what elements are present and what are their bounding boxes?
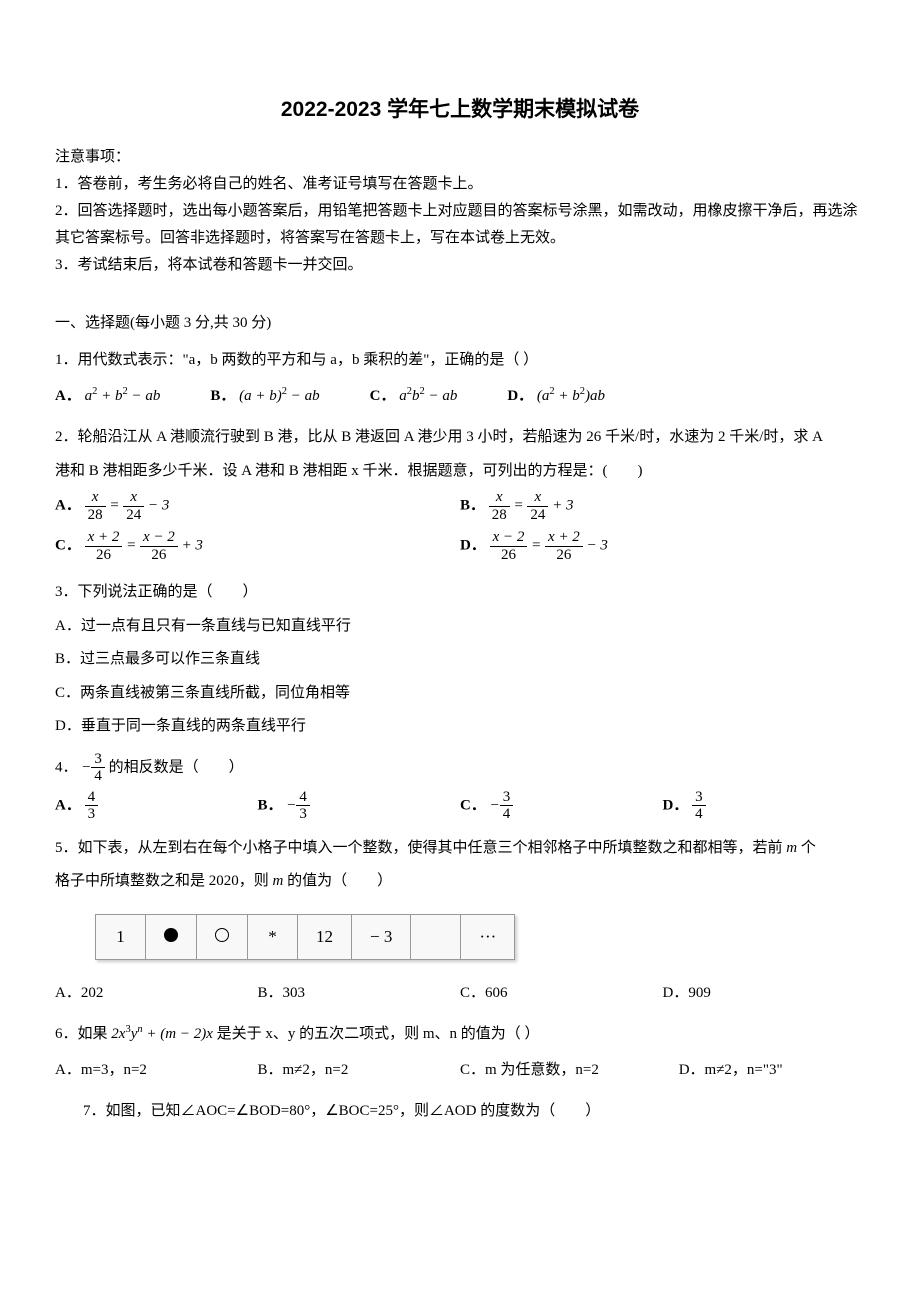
notice-item: 2．回答选择题时，选出每小题答案后，用铅笔把答题卡上对应题目的答案标号涂黑，如需… [55,198,865,252]
q4-post: 的相反数是（ ） [109,759,244,775]
q5-opt-a: A．202 [55,978,258,1010]
q5-opt-c: C．606 [460,978,663,1010]
table-cell: − 3 [352,915,411,959]
opt-label: C． [370,388,396,404]
q6-opt-a: A．m=3，n=2 [55,1055,258,1087]
table-cell: 12 [298,915,352,959]
q5-opt-d: D．909 [663,978,866,1010]
table-cell [411,915,461,959]
q2-opt-d: D． x − 226 = x + 226 − 3 [460,529,865,563]
q6-opt-c: C．m 为任意数，n=2 [460,1055,679,1087]
page-title: 2022-2023 学年七上数学期末模拟试卷 [55,90,865,130]
q6-opt-d: D．m≠2，n="3" [679,1055,865,1087]
opt-label: D． [507,388,533,404]
question-6: 6．如果 2x3yn + (m − 2)x 是关于 x、y 的五次二项式，则 m… [55,1019,865,1086]
q3-opt-c: C．两条直线被第三条直线所截，同位角相等 [55,678,865,710]
math-expr: a2 + b2 − ab [85,388,161,404]
question-4: 4． −34 的相反数是（ ） A． 43 B． −43 C． −34 D． 3… [55,751,865,823]
q3-opt-d: D．垂直于同一条直线的两条直线平行 [55,711,865,743]
equals: = [109,498,123,514]
q1-opt-d: D． (a2 + b2)ab [507,381,655,413]
q3-opt-a: A．过一点有且只有一条直线与已知直线平行 [55,611,865,643]
q1-options: A． a2 + b2 − ab B． (a + b)2 − ab C． a2b2… [55,381,865,413]
math-expr: (a2 + b2)ab [537,388,605,404]
opt-label: C． [55,538,81,554]
opt-label: D． [663,797,689,813]
table-cell [146,915,197,959]
q1-opt-a: A． a2 + b2 − ab [55,381,210,413]
q4-stem: 4． −34 的相反数是（ ） [55,751,865,785]
q1-stem: 1．用代数式表示："a，b 两数的平方和与 a，b 乘积的差"，正确的是（ ） [55,345,865,377]
q6-pre: 6．如果 [55,1026,111,1042]
q5-opt-b: B．303 [258,978,461,1010]
q5-pre1: 5．如下表，从左到右在每个小格子中填入一个整数，使得其中任意三个相邻格子中所填整… [55,840,786,856]
q2-stem-line2: 港和 B 港相距多少千米．设 A 港和 B 港相距 x 千米．根据题意，可列出的… [55,456,865,488]
notice-heading: 注意事项： [55,144,865,171]
table-cell [197,915,248,959]
q2-stem-line1: 2．轮船沿江从 A 港顺流行驶到 B 港，比从 B 港返回 A 港少用 3 小时… [55,422,865,454]
q3-stem: 3．下列说法正确的是（ ） [55,577,865,609]
table-cell: 1 [96,915,146,959]
q5-post1: 个 [797,840,816,856]
q7-stem: 7．如图，已知∠AOC=∠BOD=80°，∠BOC=25°，则∠AOD 的度数为… [83,1096,865,1128]
math-expr: (a + b)2 − ab [239,388,320,404]
open-circle-icon [215,928,229,942]
opt-label: B． [258,797,283,813]
filled-circle-icon [164,928,178,942]
math-expr: a2b2 − ab [399,388,457,404]
q5-table: 1 * 12 − 3 ··· [95,914,515,960]
question-3: 3．下列说法正确的是（ ） A．过一点有且只有一条直线与已知直线平行 B．过三点… [55,577,865,743]
q2-opt-b: B． x28 = x24 + 3 [460,489,865,523]
notice-item: 3．考试结束后，将本试卷和答题卡一并交回。 [55,252,865,279]
opt-label: A． [55,388,81,404]
question-1: 1．用代数式表示："a，b 两数的平方和与 a，b 乘积的差"，正确的是（ ） … [55,345,865,412]
q4-opt-d: D． 34 [663,789,866,823]
q5-post2: 的值为（ ） [283,873,392,889]
notice-block: 注意事项： 1．答卷前，考生务必将自己的姓名、准考证号填写在答题卡上。 2．回答… [55,144,865,279]
opt-label: B． [460,498,485,514]
q5-options: A．202 B．303 C．606 D．909 [55,978,865,1010]
q2-opt-c: C． x + 226 = x − 226 + 3 [55,529,460,563]
opt-label: A． [55,797,81,813]
q3-opt-b: B．过三点最多可以作三条直线 [55,644,865,676]
opt-label: C． [460,797,486,813]
q5-stem-line2: 格子中所填整数之和是 2020，则 m 的值为（ ） [55,866,865,898]
table-cell: ··· [461,915,514,959]
table-cell: * [248,915,298,959]
question-5: 5．如下表，从左到右在每个小格子中填入一个整数，使得其中任意三个相邻格子中所填整… [55,833,865,1009]
question-2: 2．轮船沿江从 A 港顺流行驶到 B 港，比从 B 港返回 A 港少用 3 小时… [55,422,865,569]
q6-opt-b: B．m≠2，n=2 [258,1055,461,1087]
question-7: 7．如图，已知∠AOC=∠BOD=80°，∠BOC=25°，则∠AOD 的度数为… [55,1096,865,1128]
q4-opt-c: C． −34 [460,789,663,823]
q4-pre: 4． [55,759,78,775]
q2-opt-a: A． x28 = x24 − 3 [55,489,460,523]
opt-label: D． [460,538,486,554]
opt-label: A． [55,498,81,514]
q1-opt-b: B． (a + b)2 − ab [210,381,369,413]
q1-opt-c: C． a2b2 − ab [370,381,508,413]
q2-options: A． x28 = x24 − 3 B． x28 = x24 + 3 C． x +… [55,489,865,569]
q4-options: A． 43 B． −43 C． −34 D． 34 [55,789,865,823]
q6-stem: 6．如果 2x3yn + (m − 2)x 是关于 x、y 的五次二项式，则 m… [55,1019,865,1051]
q4-opt-b: B． −43 [258,789,461,823]
q5-pre2: 格子中所填整数之和是 2020，则 [55,873,273,889]
notice-item: 1．答卷前，考生务必将自己的姓名、准考证号填写在答题卡上。 [55,171,865,198]
q6-post: 是关于 x、y 的五次二项式，则 m、n 的值为（ ） [217,1026,540,1042]
tail: − 3 [148,498,169,514]
opt-label: B． [210,388,235,404]
q5-stem-line1: 5．如下表，从左到右在每个小格子中填入一个整数，使得其中任意三个相邻格子中所填整… [55,833,865,865]
q4-opt-a: A． 43 [55,789,258,823]
section-header: 一、选择题(每小题 3 分,共 30 分) [55,309,865,338]
q6-options: A．m=3，n=2 B．m≠2，n=2 C．m 为任意数，n=2 D．m≠2，n… [55,1055,865,1087]
